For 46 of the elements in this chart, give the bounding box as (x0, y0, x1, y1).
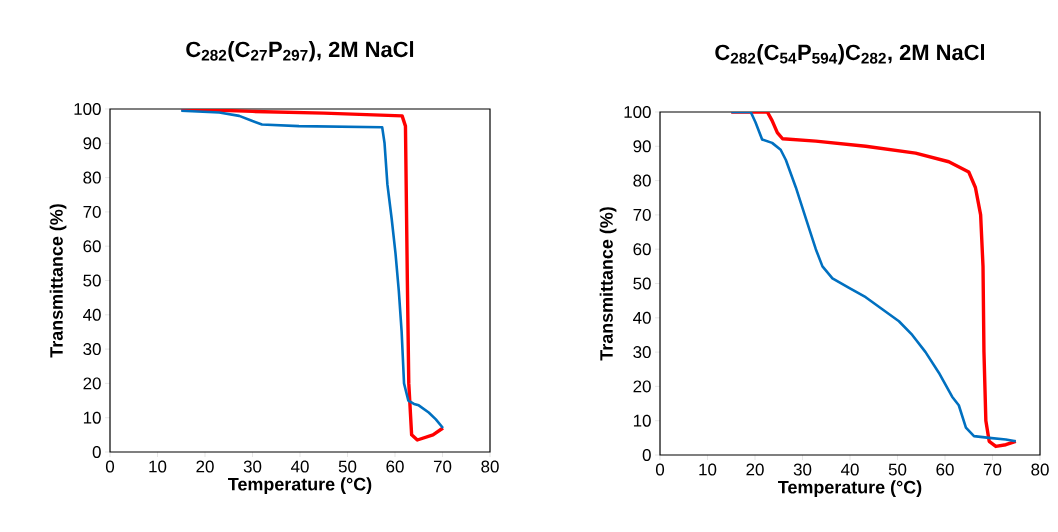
x-tick-label: 10 (149, 460, 167, 473)
y-tick-label: 20 (633, 380, 651, 393)
y-tick-label: 50 (633, 277, 651, 290)
y-tick-label: 10 (83, 411, 101, 424)
y-tick-label: 80 (83, 171, 101, 184)
y-tick-label: 90 (633, 140, 651, 153)
x-tick-label: 80 (481, 460, 499, 473)
x-tick-label: 20 (196, 460, 214, 473)
x-tick-label: 30 (793, 463, 812, 476)
chart-title: C$_{282}$(C$_{27}$P$_{297}$), 2M NaCl (186, 41, 414, 62)
y-tick-label: 80 (633, 174, 651, 187)
y-tick-label: 30 (633, 346, 651, 359)
y-tick-label: 40 (83, 308, 101, 321)
y-tick-label: 50 (83, 274, 101, 287)
x-axis-title: Temperature (°C) (228, 477, 372, 495)
x-tick-label: 70 (433, 460, 452, 473)
chart-title: C$_{282}$(C$_{54}$P$_{594}$)C$_{282}$, 2M NaCl (715, 44, 985, 65)
x-tick-label: 40 (290, 460, 309, 473)
y-tick-label: 40 (633, 311, 651, 324)
y-tick-label: 60 (633, 243, 651, 256)
x-tick-label: 50 (888, 463, 907, 476)
y-tick-label: 30 (83, 343, 101, 356)
y-tick-label: 90 (83, 137, 101, 150)
y-tick-label: 20 (83, 377, 101, 390)
y-tick-label: 100 (624, 106, 651, 118)
x-tick-label: 70 (983, 463, 1002, 476)
x-axis-title: Temperature (°C) (778, 480, 922, 498)
x-tick-label: 10 (699, 463, 717, 476)
x-tick-label: 30 (243, 460, 262, 473)
y-tick-label: 0 (92, 446, 101, 458)
y-tick-label: 70 (633, 208, 651, 221)
x-tick-label: 50 (338, 460, 357, 473)
y-tick-label: 70 (83, 205, 101, 218)
x-tick-label: 0 (105, 460, 115, 473)
y-tick-label: 100 (74, 103, 101, 115)
x-tick-label: 20 (746, 463, 764, 476)
x-tick-label: 80 (1031, 463, 1049, 476)
y-axis-title: Transmittance (%) (49, 204, 67, 358)
x-tick-label: 40 (840, 463, 859, 476)
y-axis-title: Transmittance (%) (599, 207, 617, 361)
x-tick-label: 0 (655, 463, 665, 476)
y-tick-label: 60 (83, 240, 101, 253)
y-tick-label: 0 (642, 449, 651, 461)
y-tick-label: 10 (633, 414, 651, 427)
x-tick-label: 60 (386, 460, 404, 473)
x-tick-label: 60 (936, 463, 954, 476)
